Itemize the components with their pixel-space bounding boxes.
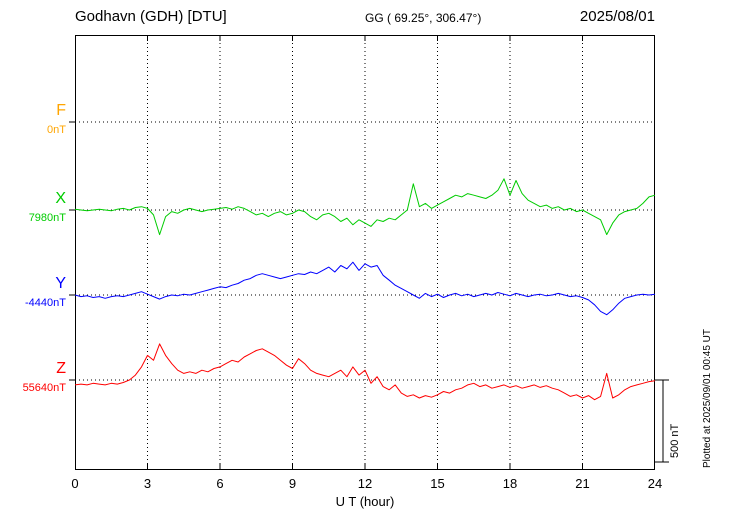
scale-bar-label: 500 nT <box>669 423 681 458</box>
gg-coordinates: GG ( 69.25°, 306.47°) <box>365 11 482 25</box>
plot-frame <box>75 35 655 470</box>
x-tick-label: 0 <box>71 476 79 491</box>
series-baseline-X: 7980nT <box>28 212 66 224</box>
series-baseline-Y: -4440nT <box>25 297 66 309</box>
x-tick-label: 24 <box>647 476 663 491</box>
x-tick-label: 15 <box>430 476 445 491</box>
x-tick-label: 18 <box>502 476 518 491</box>
series-baseline-F: 0nT <box>47 124 66 136</box>
series-baseline-Z: 55640nT <box>22 382 66 394</box>
series-label-F: F <box>56 102 66 119</box>
x-tick-label: 6 <box>216 476 224 491</box>
x-tick-label: 3 <box>143 476 152 491</box>
x-axis-title: U T (hour) <box>335 494 395 509</box>
x-tick-label: 12 <box>357 476 373 491</box>
series-label-X: X <box>55 190 66 207</box>
series-label-Z: Z <box>56 360 66 377</box>
plot-svg <box>69 35 669 470</box>
trace-Y <box>74 261 656 316</box>
series-label-Y: Y <box>55 275 66 292</box>
x-tick-label: 21 <box>575 476 590 491</box>
trace-X <box>74 178 656 236</box>
trace-Z <box>74 343 656 401</box>
plotted-at-note: Plotted at 2025/09/01 00:45 UT <box>702 329 713 468</box>
date-label: 2025/08/01 <box>579 8 655 25</box>
station-title: Godhavn (GDH) [DTU] <box>75 8 227 25</box>
x-tick-label: 9 <box>288 476 297 491</box>
